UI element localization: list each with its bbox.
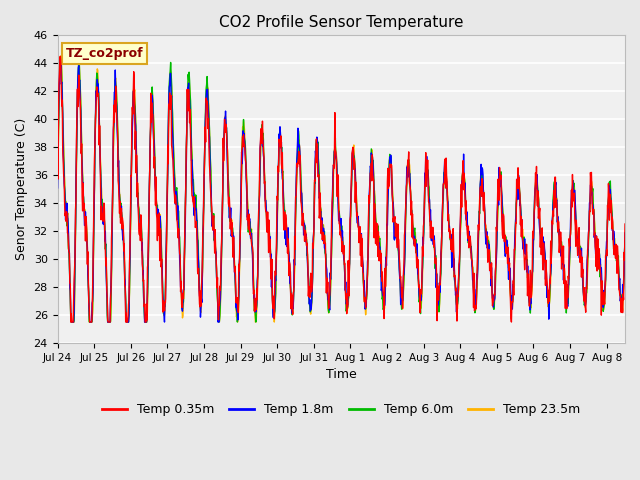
X-axis label: Time: Time xyxy=(326,368,356,381)
Legend: Temp 0.35m, Temp 1.8m, Temp 6.0m, Temp 23.5m: Temp 0.35m, Temp 1.8m, Temp 6.0m, Temp 2… xyxy=(97,398,586,421)
Text: TZ_co2prof: TZ_co2prof xyxy=(66,47,143,60)
Y-axis label: Senor Temperature (C): Senor Temperature (C) xyxy=(15,118,28,260)
Title: CO2 Profile Sensor Temperature: CO2 Profile Sensor Temperature xyxy=(219,15,463,30)
